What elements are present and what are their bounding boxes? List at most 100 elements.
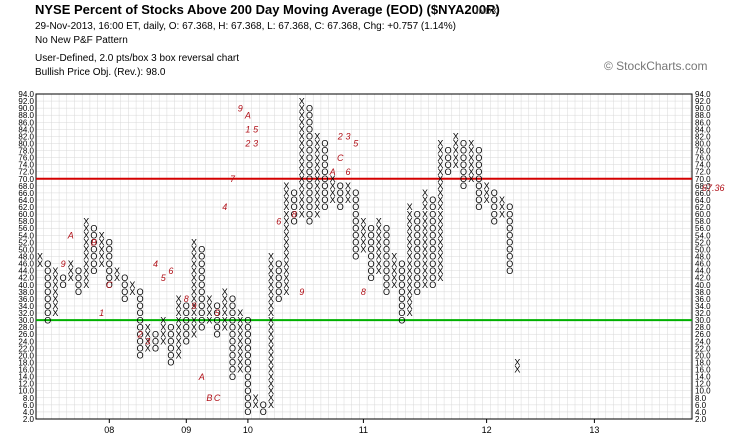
- pnf-x-mark: X: [437, 223, 443, 233]
- pnf-o-mark: O: [90, 252, 97, 262]
- pnf-x-mark: X: [314, 132, 320, 142]
- pnf-o-mark: O: [321, 153, 328, 163]
- pnf-o-mark: O: [414, 266, 421, 276]
- month-marker: 4: [153, 259, 158, 269]
- pnf-x-mark: X: [191, 301, 197, 311]
- pnf-x-mark: X: [407, 280, 413, 290]
- pnf-o-mark: O: [244, 407, 251, 417]
- y-tick-right: 2.0: [695, 415, 707, 424]
- pnf-x-mark: X: [376, 238, 382, 248]
- pnf-x-mark: X: [360, 223, 366, 233]
- pnf-x-mark: X: [191, 308, 197, 318]
- pnf-o-mark: O: [106, 273, 113, 283]
- pnf-o-mark: O: [445, 160, 452, 170]
- y-tick-left: 30.0: [18, 316, 34, 325]
- pnf-o-mark: O: [167, 351, 174, 361]
- pnf-o-mark: O: [198, 273, 205, 283]
- pnf-x-mark: X: [283, 195, 289, 205]
- pnf-x-mark: X: [68, 273, 74, 283]
- pnf-x-mark: X: [283, 231, 289, 241]
- pnf-x-mark: X: [176, 301, 182, 311]
- y-tick-right: 66.0: [695, 189, 711, 198]
- pnf-x-mark: X: [52, 287, 58, 297]
- index-tag: INDX: [476, 6, 498, 16]
- pnf-o-mark: O: [383, 231, 390, 241]
- pnf-x-mark: X: [437, 139, 443, 149]
- pnf-x-mark: X: [422, 202, 428, 212]
- month-marker: 5: [253, 125, 259, 135]
- pnf-x-mark: X: [314, 202, 320, 212]
- pnf-o-mark: O: [244, 393, 251, 403]
- pnf-o-mark: O: [306, 146, 313, 156]
- pnf-o-mark: O: [306, 153, 313, 163]
- pnf-x-mark: X: [422, 259, 428, 269]
- pnf-x-mark: X: [283, 216, 289, 226]
- pnf-o-mark: O: [306, 132, 313, 142]
- pnf-o-mark: O: [475, 181, 482, 191]
- y-tick-right: 54.0: [695, 231, 711, 240]
- pnf-x-mark: X: [330, 195, 336, 205]
- pnf-o-mark: O: [368, 259, 375, 269]
- pnf-o-mark: O: [429, 259, 436, 269]
- x-year-label: 12: [482, 425, 492, 435]
- pnf-x-mark: X: [437, 181, 443, 191]
- pnf-o-mark: O: [506, 238, 513, 248]
- pnf-x-mark: X: [83, 216, 89, 226]
- pnf-o-mark: O: [183, 336, 190, 346]
- pnf-o-mark: O: [491, 195, 498, 205]
- pnf-x-mark: X: [160, 336, 166, 346]
- pnf-o-mark: O: [398, 315, 405, 325]
- pnf-o-mark: O: [229, 315, 236, 325]
- pnf-o-mark: O: [414, 245, 421, 255]
- pnf-o-mark: O: [506, 209, 513, 219]
- y-tick-left: 26.0: [18, 330, 34, 339]
- pnf-x-mark: X: [299, 146, 305, 156]
- pnf-x-mark: X: [422, 195, 428, 205]
- pnf-o-mark: O: [244, 400, 251, 410]
- pnf-o-mark: O: [106, 245, 113, 255]
- x-axis: 08 09 10 11 12 13: [104, 419, 599, 435]
- pnf-x-mark: X: [468, 139, 474, 149]
- pnf-x-mark: X: [160, 315, 166, 325]
- pnf-o-mark: O: [244, 358, 251, 368]
- pnf-x-mark: X: [314, 209, 320, 219]
- pnf-o-mark: O: [106, 238, 113, 248]
- pnf-x-mark: X: [422, 266, 428, 276]
- pnf-o-mark: O: [429, 209, 436, 219]
- pnf-o-mark: O: [275, 280, 282, 290]
- pnf-x-mark: X: [253, 400, 259, 410]
- pnf-x-mark: X: [299, 153, 305, 163]
- pnf-x-mark: X: [268, 386, 274, 396]
- pnf-o-mark: O: [429, 273, 436, 283]
- pnf-x-mark: X: [268, 294, 274, 304]
- pnf-o-mark: O: [75, 280, 82, 290]
- pnf-x-mark: X: [484, 188, 490, 198]
- pnf-o-mark: O: [244, 322, 251, 332]
- pnf-o-mark: O: [321, 146, 328, 156]
- box-settings-line: User-Defined, 2.0 pts/box 3 box reversal…: [35, 53, 239, 64]
- pnf-x-mark: X: [83, 252, 89, 262]
- pnf-o-mark: O: [244, 351, 251, 361]
- pnf-o-mark: O: [90, 223, 97, 233]
- pnf-x-mark: X: [83, 273, 89, 283]
- y-tick-left: 2.0: [23, 415, 35, 424]
- pnf-x-mark: X: [268, 301, 274, 311]
- month-marker: C: [106, 280, 113, 290]
- y-tick-right: 42.0: [695, 274, 711, 283]
- month-marker: 5: [161, 273, 167, 283]
- pnf-o-mark: O: [306, 125, 313, 135]
- pnf-x-mark: X: [376, 266, 382, 276]
- pnf-x-mark: X: [299, 174, 305, 184]
- pnf-o-mark: O: [198, 308, 205, 318]
- pnf-x-mark: X: [99, 238, 105, 248]
- pnf-x-mark: X: [283, 252, 289, 262]
- month-marker: 8: [184, 294, 189, 304]
- pnf-o-mark: O: [414, 252, 421, 262]
- pnf-x-mark: X: [268, 400, 274, 410]
- pnf-o-mark: O: [44, 280, 51, 290]
- pnf-x-mark: X: [437, 153, 443, 163]
- pnf-x-mark: X: [191, 273, 197, 283]
- pnf-x-mark: X: [360, 245, 366, 255]
- pnf-o-mark: O: [460, 167, 467, 177]
